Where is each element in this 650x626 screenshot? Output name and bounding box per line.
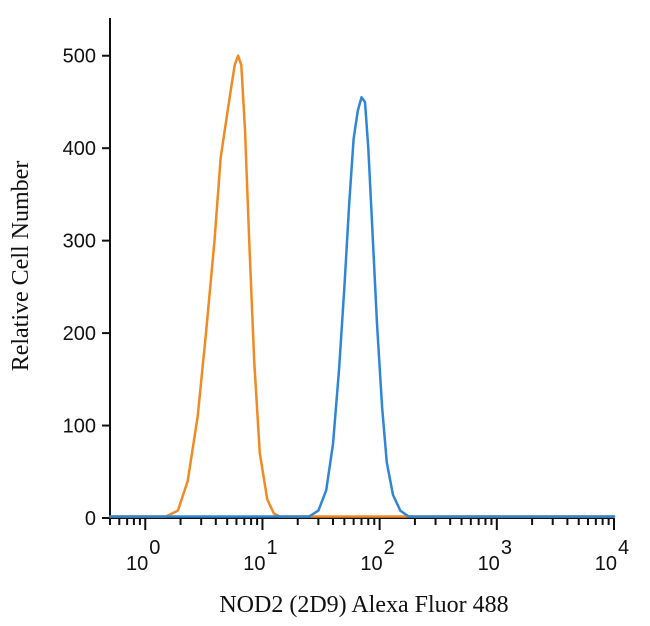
y-tick-label: 400 [63, 138, 96, 160]
x-tick-exponent: 3 [501, 537, 512, 559]
axes [109, 18, 614, 519]
x-tick-exponent: 1 [266, 537, 277, 559]
x-axis-title: NOD2 (2D9) Alexa Fluor 488 [219, 592, 508, 618]
y-tick-label: 200 [63, 323, 96, 345]
y-tick-label: 100 [63, 416, 96, 438]
x-tick-label: 10 [243, 553, 265, 575]
y-axis-ticks: 0 100 200 300 400 500 [63, 46, 110, 530]
x-tick-exponent: 2 [384, 537, 395, 559]
series-layer [108, 54, 616, 518]
y-tick-label: 500 [63, 46, 96, 68]
y-axis-title: Relative Cell Number [8, 161, 34, 372]
x-tick-label: 10 [126, 553, 148, 575]
x-tick-label: 10 [360, 553, 382, 575]
y-tick-label: 0 [85, 508, 96, 530]
x-tick-label: 10 [478, 553, 500, 575]
histogram-series-2 [108, 96, 616, 518]
x-tick-exponent: 4 [618, 537, 629, 559]
histogram-series-1 [108, 54, 616, 518]
x-tick-exponent: 0 [149, 537, 160, 559]
x-tick-label: 10 [595, 553, 617, 575]
y-tick-label: 300 [63, 231, 96, 253]
